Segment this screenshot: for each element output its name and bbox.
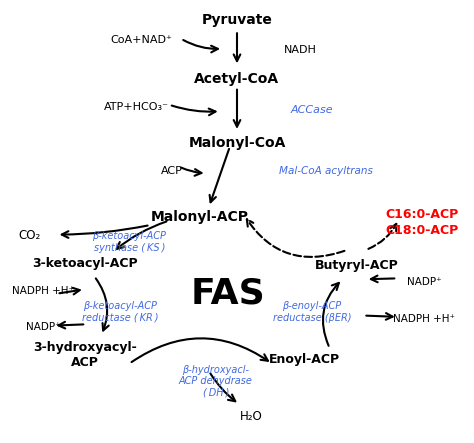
Text: ACP: ACP (161, 166, 182, 176)
Text: C18:0-ACP: C18:0-ACP (385, 224, 459, 237)
Text: 3-hydroxyacyl-
ACP: 3-hydroxyacyl- ACP (33, 341, 137, 369)
Text: Malonyl-ACP: Malonyl-ACP (151, 210, 248, 224)
Text: Malonyl-CoA: Malonyl-CoA (188, 136, 286, 150)
Text: NADP⁺: NADP⁺ (26, 323, 61, 332)
Text: Butyryl-ACP: Butyryl-ACP (315, 259, 398, 272)
Text: β-enoyl-ACP
reductase (βER): β-enoyl-ACP reductase (βER) (273, 301, 351, 323)
Text: ACCase: ACCase (291, 105, 334, 115)
Text: NADH: NADH (284, 45, 317, 54)
Text: Mal-CoA acyltrans: Mal-CoA acyltrans (279, 166, 373, 176)
Text: NADPH +H⁺: NADPH +H⁺ (12, 287, 74, 296)
Text: Enoyl-ACP: Enoyl-ACP (269, 353, 340, 366)
Text: 3-ketoacyl-ACP: 3-ketoacyl-ACP (32, 256, 137, 269)
Text: CoA+NAD⁺: CoA+NAD⁺ (110, 35, 172, 45)
Text: ATP+HCO₃⁻: ATP+HCO₃⁻ (104, 102, 169, 112)
Text: NADP⁺: NADP⁺ (407, 277, 442, 287)
Text: β-hydroxyacl-
ACP dehydrase
( DH ): β-hydroxyacl- ACP dehydrase ( DH ) (179, 365, 253, 398)
Text: NADPH +H⁺: NADPH +H⁺ (393, 314, 456, 324)
Text: H₂O: H₂O (240, 410, 263, 423)
Text: Pyruvate: Pyruvate (201, 13, 273, 27)
Text: Acetyl-CoA: Acetyl-CoA (194, 72, 280, 86)
Text: C16:0-ACP: C16:0-ACP (385, 209, 459, 222)
Text: β-ketoacyl-ACP
reductase ( KR ): β-ketoacyl-ACP reductase ( KR ) (82, 301, 158, 323)
Text: β-ketoacyl-ACP
synthase ( KS ): β-ketoacyl-ACP synthase ( KS ) (92, 231, 166, 253)
Text: FAS: FAS (190, 277, 265, 311)
Text: CO₂: CO₂ (19, 229, 41, 242)
